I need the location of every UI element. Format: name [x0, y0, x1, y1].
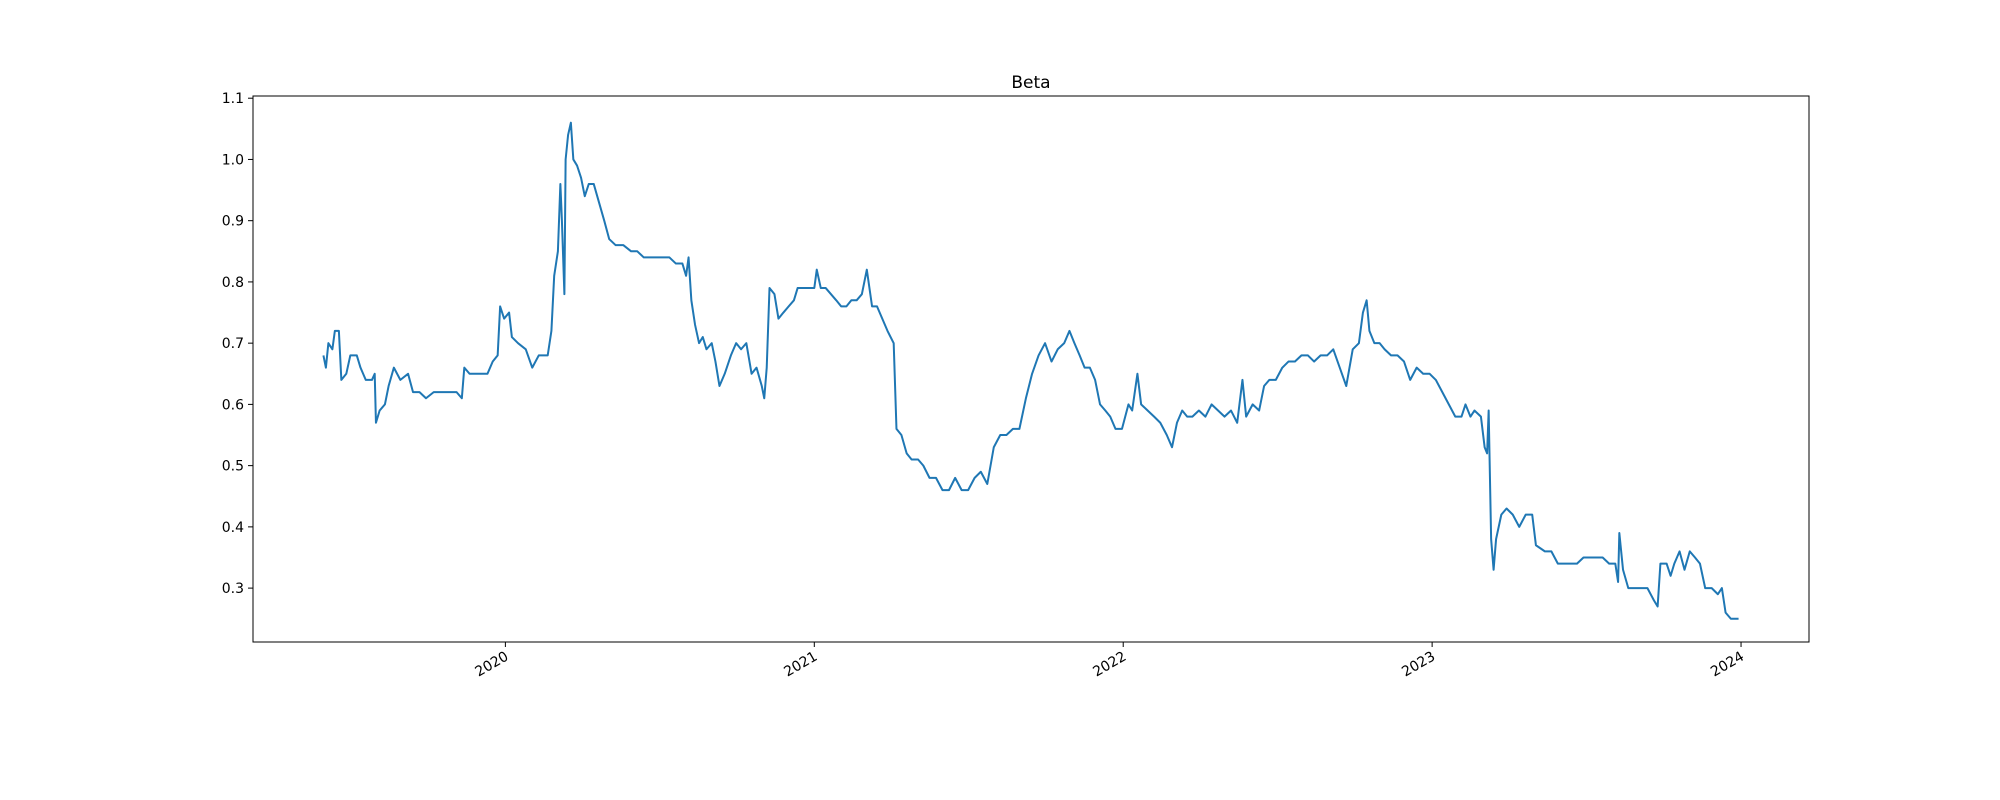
- y-tick-label: 0.5: [222, 459, 244, 475]
- y-tick-label: 1.1: [222, 91, 244, 107]
- y-tick-label: 0.7: [222, 336, 244, 352]
- x-tick-label: 2022: [1090, 649, 1129, 681]
- x-tick-label: 2023: [1399, 649, 1438, 681]
- x-tick-label: 2021: [781, 649, 820, 681]
- chart-title: Beta: [1011, 73, 1050, 93]
- y-tick-label: 1.0: [222, 152, 244, 168]
- axes-frame: [252, 95, 1810, 643]
- y-tick-label: 0.9: [222, 214, 244, 230]
- line-series: [322, 121, 1739, 620]
- y-tick-label: 0.3: [222, 581, 244, 597]
- y-tick-label: 0.4: [222, 520, 244, 536]
- x-tick-label: 2020: [473, 649, 512, 681]
- y-tick-label: 0.6: [222, 397, 244, 413]
- y-tick-label: 0.8: [222, 275, 244, 291]
- x-tick-label: 2024: [1708, 649, 1747, 681]
